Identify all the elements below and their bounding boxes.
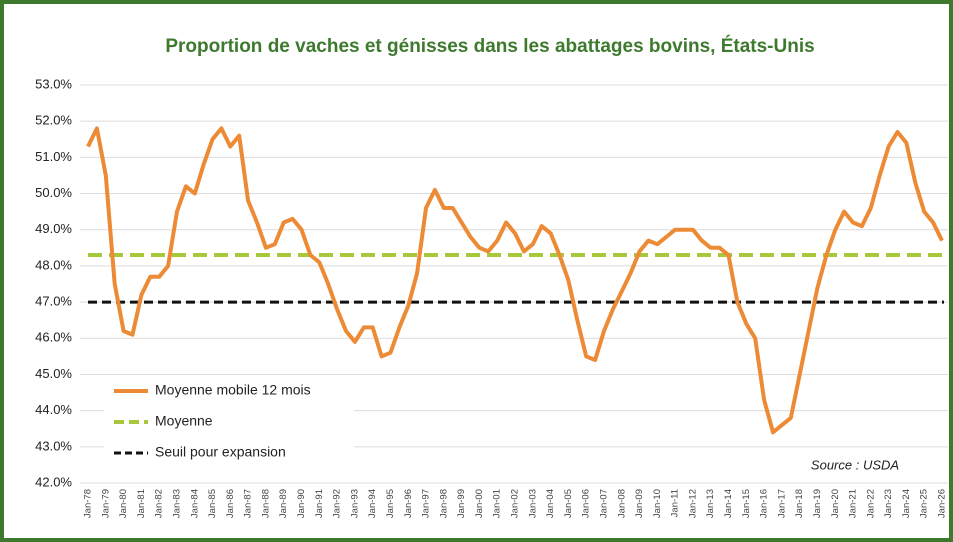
source: Source : USDA xyxy=(811,457,899,472)
x-tick-label: Jan-05 xyxy=(563,489,574,518)
x-tick-label: Jan-12 xyxy=(687,489,698,518)
x-tick-label: Jan-17 xyxy=(776,489,787,518)
y-tick-label: 47.0% xyxy=(35,294,72,309)
x-tick-label: Jan-00 xyxy=(474,489,485,518)
x-tick-label: Jan-08 xyxy=(616,489,627,518)
x-tick-label: Jan-92 xyxy=(332,489,343,518)
x-tick-label: Jan-81 xyxy=(136,489,147,518)
x-tick-label: Jan-78 xyxy=(83,489,94,518)
y-tick-label: 44.0% xyxy=(35,402,72,417)
x-tick-label: Jan-87 xyxy=(243,489,254,518)
x-tick-label: Jan-80 xyxy=(118,489,129,518)
y-tick-label: 52.0% xyxy=(35,113,72,128)
y-tick-label: 53.0% xyxy=(35,76,72,91)
x-tick-label: Jan-03 xyxy=(527,489,538,518)
x-tick-label: Jan-82 xyxy=(154,489,165,518)
x-tick-label: Jan-85 xyxy=(207,489,218,518)
x-tick-label: Jan-94 xyxy=(367,489,378,518)
x-tick-label: Jan-88 xyxy=(260,489,271,518)
x-tick-label: Jan-79 xyxy=(100,489,111,518)
y-tick-label: 42.0% xyxy=(35,474,72,489)
x-tick-label: Jan-91 xyxy=(314,489,325,518)
x-tick-label: Jan-14 xyxy=(723,489,734,518)
legend-label: Seuil pour expansion xyxy=(155,444,286,460)
x-tick-label: Jan-09 xyxy=(634,489,645,518)
y-tick-label: 43.0% xyxy=(35,438,72,453)
y-tick-label: 50.0% xyxy=(35,185,72,200)
y-tick-label: 46.0% xyxy=(35,330,72,345)
y-tick-label: 49.0% xyxy=(35,221,72,236)
x-tick-label: Jan-10 xyxy=(652,489,663,518)
x-tick-label: Jan-16 xyxy=(759,489,770,518)
x-tick-label: Jan-13 xyxy=(705,489,716,518)
y-tick-label: 48.0% xyxy=(35,257,72,272)
x-tick-label: Jan-02 xyxy=(510,489,521,518)
chart-title: Proportion de vaches et génisses dans le… xyxy=(165,35,814,57)
x-tick-label: Jan-90 xyxy=(296,489,307,518)
x-tick-label: Jan-97 xyxy=(421,489,432,518)
x-tick-label: Jan-11 xyxy=(670,489,681,517)
x-tick-label: Jan-98 xyxy=(438,489,449,518)
x-tick-label: Jan-86 xyxy=(225,489,236,518)
legend-label: Moyenne xyxy=(155,413,213,429)
x-tick-label: Jan-93 xyxy=(349,489,360,518)
x-tick-label: Jan-23 xyxy=(883,489,894,518)
x-tick-label: Jan-18 xyxy=(794,489,805,518)
y-tick-label: 51.0% xyxy=(35,149,72,164)
x-tick-label: Jan-25 xyxy=(919,489,930,518)
x-tick-label: Jan-96 xyxy=(403,489,414,518)
x-tick-label: Jan-15 xyxy=(741,489,752,518)
x-tick-label: Jan-04 xyxy=(545,489,556,518)
x-tick-label: Jan-07 xyxy=(598,489,609,518)
x-tick-label: Jan-01 xyxy=(492,489,503,518)
x-tick-label: Jan-24 xyxy=(901,489,912,518)
x-tick-label: Jan-99 xyxy=(456,489,467,518)
x-tick-label: Jan-89 xyxy=(278,489,289,518)
y-tick-label: 45.0% xyxy=(35,366,72,381)
legend-label: Moyenne mobile 12 mois xyxy=(155,382,311,398)
x-tick-label: Jan-21 xyxy=(848,489,859,518)
x-tick-label: Jan-22 xyxy=(865,489,876,518)
x-tick-label: Jan-06 xyxy=(581,489,592,518)
x-tick-label: Jan-84 xyxy=(189,489,200,518)
series-line xyxy=(86,126,944,435)
x-tick-label: Jan-19 xyxy=(812,489,823,518)
x-tick-label: Jan-20 xyxy=(830,489,841,518)
x-tick-label: Jan-95 xyxy=(385,489,396,518)
x-tick-label: Jan-83 xyxy=(171,489,182,518)
x-tick-label: Jan-26 xyxy=(937,489,948,518)
